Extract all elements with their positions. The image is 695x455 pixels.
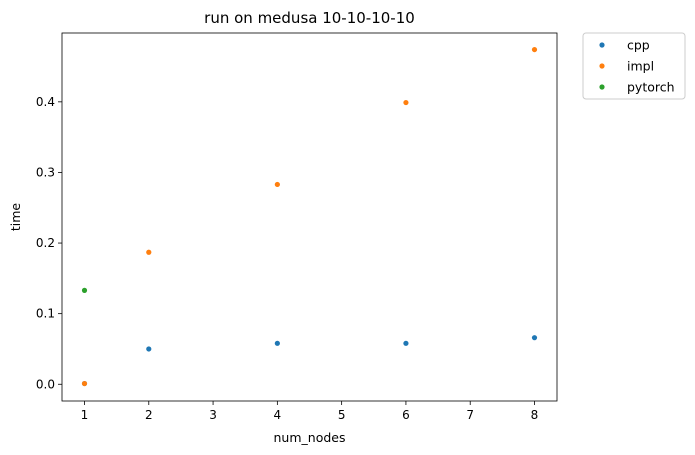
legend-label-pytorch: pytorch: [627, 80, 675, 95]
x-tick-label: 7: [466, 408, 474, 422]
y-axis-ticks: 0.0 0.1 0.2 0.3 0.4: [36, 95, 62, 391]
chart-title: run on medusa 10-10-10-10: [204, 9, 415, 27]
legend-marker-cpp: [599, 42, 605, 48]
y-tick-label: 0.1: [36, 307, 55, 321]
data-point-pytorch: [81, 287, 88, 293]
x-tick-label: 3: [209, 408, 217, 422]
data-point-impl: [531, 46, 538, 53]
x-tick-label: 8: [531, 408, 539, 422]
y-tick-label: 0.2: [36, 236, 55, 250]
axes-frame: [61, 32, 558, 402]
x-tick-label: 6: [402, 408, 410, 422]
legend: cpp impl pytorch: [582, 32, 686, 100]
x-tick-label: 4: [274, 408, 282, 422]
x-tick-label: 1: [81, 408, 89, 422]
legend-label-cpp: cpp: [627, 38, 650, 53]
legend-marker-impl: [599, 63, 605, 69]
data-point-impl: [146, 249, 152, 255]
data-point-cpp: [531, 335, 538, 341]
data-point-impl: [81, 380, 88, 387]
data-points: [81, 46, 538, 387]
data-point-impl: [403, 99, 409, 106]
y-tick-label: 0.0: [36, 377, 55, 391]
y-tick-label: 0.4: [36, 95, 55, 109]
x-axis-label: num_nodes: [274, 430, 346, 445]
data-point-cpp: [274, 340, 280, 346]
legend-marker-pytorch: [599, 84, 605, 90]
y-axis-label: time: [8, 203, 23, 232]
x-tick-label: 2: [145, 408, 153, 422]
data-point-cpp: [146, 346, 152, 352]
legend-box: [582, 32, 686, 100]
plot-area: [61, 32, 558, 402]
x-tick-label: 5: [338, 408, 346, 422]
y-tick-label: 0.3: [36, 165, 55, 179]
data-point-cpp: [403, 340, 409, 346]
x-axis-ticks: 1 2 3 4 5 6 7 8: [81, 401, 539, 422]
legend-label-impl: impl: [627, 59, 654, 74]
data-point-impl: [274, 181, 280, 188]
